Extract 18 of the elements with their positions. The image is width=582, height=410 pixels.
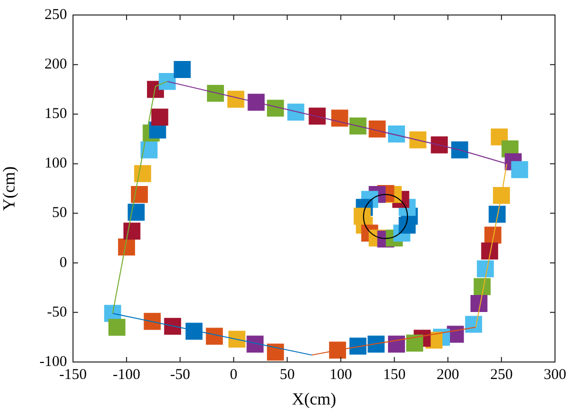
x-tick-label: -50 xyxy=(170,366,190,383)
y-axis-title: Y(cm) xyxy=(0,166,19,211)
y-tick-label: 150 xyxy=(44,106,67,122)
x-tick-label: -100 xyxy=(112,366,140,383)
x-tick-label: 150 xyxy=(383,366,406,383)
y-tick-label: -50 xyxy=(47,304,67,320)
x-tick-label: 250 xyxy=(490,366,513,383)
y-tick-label: 0 xyxy=(60,254,67,271)
x-tick-label: 200 xyxy=(436,366,460,383)
x-tick-label: 50 xyxy=(280,366,295,383)
x-tick-label: 100 xyxy=(330,366,352,383)
y-tick-label: 50 xyxy=(52,205,67,222)
x-tick-label: 0 xyxy=(230,366,238,383)
x-axis-title: X(cm) xyxy=(292,389,336,408)
x-tick-label: 300 xyxy=(544,366,566,383)
y-tick-label: 250 xyxy=(44,6,67,23)
y-tick-label: 200 xyxy=(44,56,67,73)
y-tick-label: 100 xyxy=(44,156,67,172)
